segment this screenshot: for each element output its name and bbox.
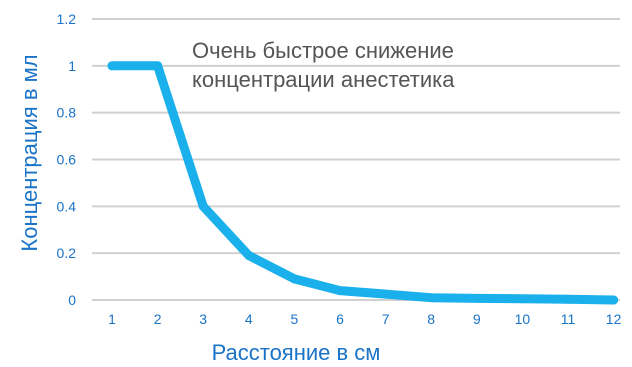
x-axis-ticks: 1 2 3 4 5 6 7 8 9 10 11 12 <box>108 311 621 327</box>
data-point <box>427 293 436 302</box>
data-point <box>609 296 618 305</box>
data-point <box>290 274 299 283</box>
x-tick-label: 4 <box>245 311 253 327</box>
y-axis-ticks: 0 0.2 0.4 0.6 0.8 1 1.2 <box>57 11 77 308</box>
series-layer <box>108 61 619 304</box>
y-axis-title: Концентрация в мл <box>17 54 42 251</box>
x-tick-label: 3 <box>199 311 207 327</box>
annotation-line-2: концентрации анестетика <box>192 67 455 92</box>
data-point <box>336 286 345 295</box>
x-tick-label: 12 <box>606 311 622 327</box>
x-tick-label: 5 <box>291 311 299 327</box>
annotation-line-1: Очень быстрое снижение <box>192 38 454 63</box>
y-tick-label: 0.4 <box>57 198 77 214</box>
y-tick-label: 1.2 <box>57 11 77 27</box>
data-point <box>564 295 573 304</box>
x-tick-label: 9 <box>473 311 481 327</box>
y-tick-label: 0.2 <box>57 245 77 261</box>
data-point <box>153 61 162 70</box>
y-tick-label: 1 <box>68 58 76 74</box>
y-tick-label: 0.6 <box>57 152 77 168</box>
series-line-0 <box>112 66 614 300</box>
data-point <box>199 202 208 211</box>
x-tick-label: 11 <box>561 311 576 327</box>
x-tick-label: 6 <box>336 311 344 327</box>
data-point <box>381 290 390 299</box>
x-tick-label: 10 <box>515 311 531 327</box>
data-point <box>108 61 117 70</box>
y-tick-label: 0.8 <box>57 105 77 121</box>
x-tick-label: 7 <box>382 311 390 327</box>
data-point <box>518 294 527 303</box>
x-tick-label: 2 <box>154 311 162 327</box>
x-tick-label: 1 <box>108 311 116 327</box>
data-point <box>472 294 481 303</box>
data-point <box>244 251 253 260</box>
x-tick-label: 8 <box>427 311 435 327</box>
x-axis-title: Расстояние в см <box>212 340 381 365</box>
y-tick-label: 0 <box>68 292 76 308</box>
